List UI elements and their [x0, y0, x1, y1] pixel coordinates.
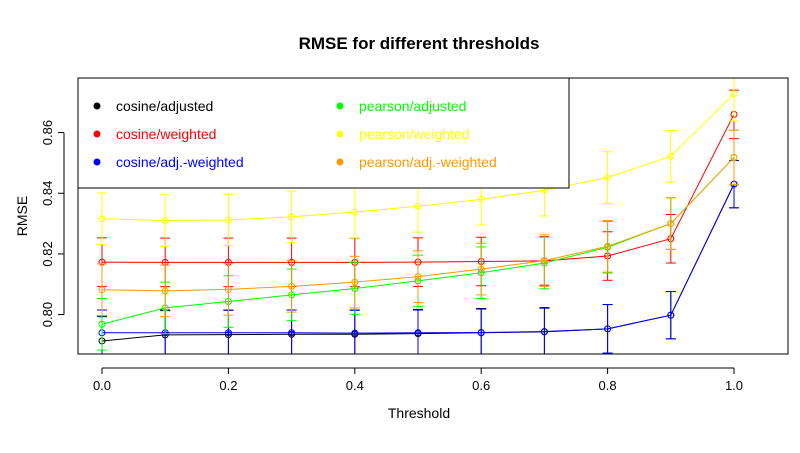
- x-axis-label: Threshold: [388, 405, 450, 421]
- y-axis: 0.80 0.82 0.84 0.86: [40, 120, 65, 327]
- data-point: [730, 153, 738, 161]
- data-point: [224, 329, 232, 337]
- data-point: [477, 265, 485, 273]
- legend-label: cosine/weighted: [116, 126, 216, 142]
- data-point: [604, 325, 612, 333]
- series-cosine-adj-weighted: [97, 159, 739, 354]
- data-point: [351, 278, 359, 286]
- legend-marker: [336, 130, 344, 138]
- data-point: [288, 213, 296, 221]
- data-point: [224, 216, 232, 224]
- data-point: [98, 215, 106, 223]
- legend-item: cosine/adjusted: [93, 98, 213, 114]
- data-point: [98, 286, 106, 294]
- legend-item: pearson/adjusted: [336, 98, 466, 114]
- legend-item: cosine/adj.-weighted: [93, 154, 244, 170]
- legend-marker: [336, 158, 344, 166]
- x-tick-label: 0.2: [219, 378, 237, 393]
- series-line: [101, 157, 735, 292]
- data-point: [224, 285, 232, 293]
- data-point: [667, 152, 675, 160]
- x-tick-label: 0.6: [472, 378, 490, 393]
- x-tick-label: 0.0: [93, 378, 111, 393]
- data-point: [604, 173, 612, 181]
- y-tick-label: 0.84: [40, 181, 55, 206]
- legend-label: pearson/adjusted: [359, 98, 466, 114]
- series-pearson-adj-weighted: [97, 129, 739, 318]
- data-point: [730, 90, 738, 98]
- chart-title: RMSE for different thresholds: [299, 34, 540, 53]
- legend-label: cosine/adjusted: [116, 98, 213, 114]
- legend-item: pearson/adj.-weighted: [336, 154, 497, 170]
- legend-item: pearson/weighted: [336, 126, 470, 142]
- legend-item: cosine/weighted: [93, 126, 216, 142]
- legend-marker: [93, 130, 101, 138]
- x-tick-label: 1.0: [725, 378, 743, 393]
- x-tick-label: 0.4: [346, 378, 364, 393]
- series-line: [101, 93, 735, 222]
- data-point: [414, 273, 422, 281]
- data-point: [351, 329, 359, 337]
- y-tick-label: 0.82: [40, 241, 55, 266]
- data-point: [477, 328, 485, 336]
- legend-label: cosine/adj.-weighted: [116, 154, 244, 170]
- data-point: [98, 320, 106, 328]
- data-point: [288, 329, 296, 337]
- y-tick-label: 0.86: [40, 120, 55, 145]
- legend-label: pearson/weighted: [359, 126, 470, 142]
- x-tick-label: 0.8: [599, 378, 617, 393]
- x-axis: 0.0 0.2 0.4 0.6 0.8 1.0: [93, 367, 743, 393]
- legend-marker: [93, 158, 101, 166]
- data-point: [667, 311, 675, 319]
- data-point: [161, 217, 169, 225]
- series-line: [102, 183, 735, 334]
- data-point: [161, 287, 169, 295]
- y-axis-label: RMSE: [14, 196, 30, 236]
- legend-marker: [336, 102, 344, 110]
- data-point: [540, 328, 548, 336]
- legend-box: [77, 77, 570, 189]
- data-point: [414, 202, 422, 210]
- legend-marker: [93, 102, 101, 110]
- legend: cosine/adjusted cosine/weighted cosine/adj…: [77, 77, 570, 189]
- data-point: [604, 242, 612, 250]
- y-tick-label: 0.80: [40, 302, 55, 327]
- data-point: [540, 257, 548, 265]
- data-point: [414, 329, 422, 337]
- data-point: [477, 195, 485, 203]
- legend-label: pearson/adj.-weighted: [359, 154, 497, 170]
- data-point: [667, 220, 675, 228]
- series-layer: [97, 78, 739, 354]
- data-point: [288, 282, 296, 290]
- data-point: [351, 208, 359, 216]
